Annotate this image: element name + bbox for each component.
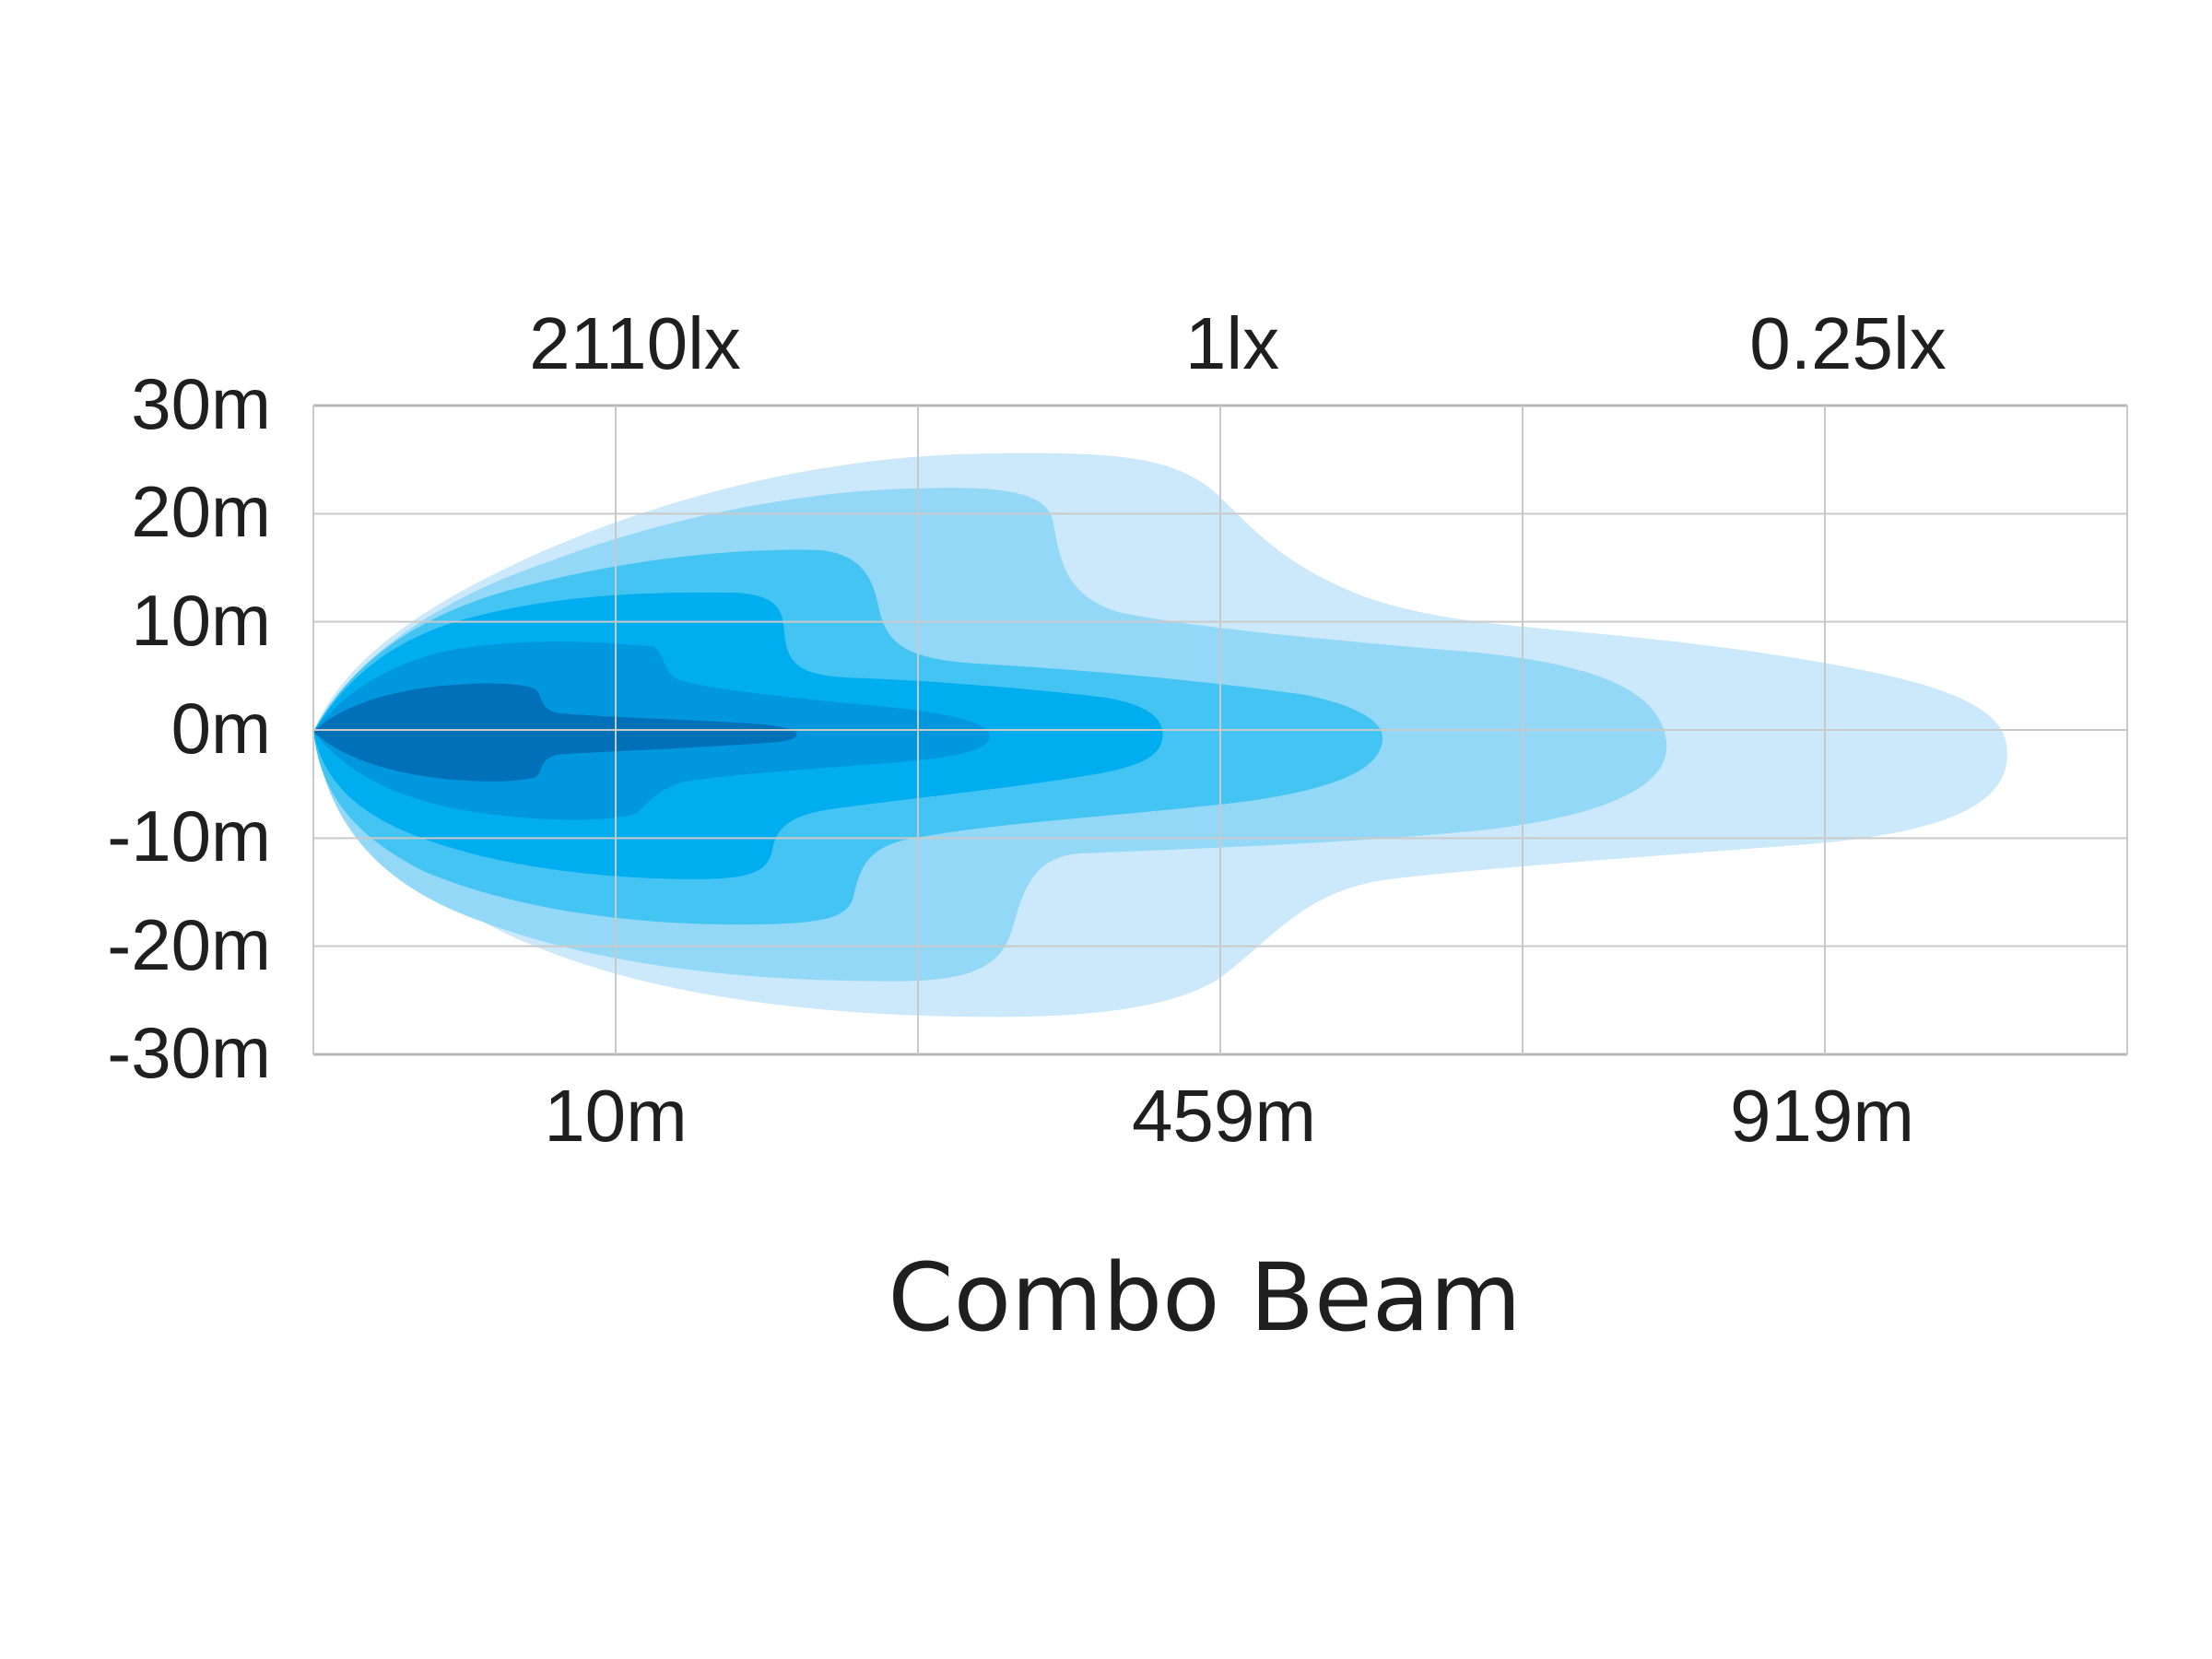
- y-tick-label: -30m: [107, 1012, 271, 1093]
- y-axis: 30m 20m 10m 0m -10m -20m -30m: [107, 363, 271, 1093]
- y-tick-label: 20m: [131, 471, 271, 552]
- beam-zone-6: [313, 683, 797, 782]
- lux-labels: 2110lx 1lx 0.25lx: [529, 302, 1947, 384]
- x-tick-label: 459m: [1132, 1075, 1316, 1157]
- grid: [312, 404, 2128, 1056]
- figure-caption: Combo Beam: [888, 1243, 1521, 1353]
- beam-zones: [313, 453, 2007, 1018]
- y-tick-label: 0m: [171, 688, 271, 769]
- x-tick-label: 919m: [1730, 1075, 1914, 1157]
- y-tick-label: 10m: [131, 580, 271, 661]
- x-axis: 10m 459m 919m: [544, 1075, 1914, 1157]
- y-tick-label: -20m: [107, 904, 271, 985]
- lux-label: 2110lx: [529, 302, 741, 384]
- lux-label: 0.25lx: [1749, 302, 1946, 384]
- y-tick-label: 30m: [131, 363, 271, 444]
- lux-label: 1lx: [1185, 302, 1279, 384]
- x-tick-label: 10m: [544, 1075, 688, 1157]
- y-tick-label: -10m: [107, 795, 271, 877]
